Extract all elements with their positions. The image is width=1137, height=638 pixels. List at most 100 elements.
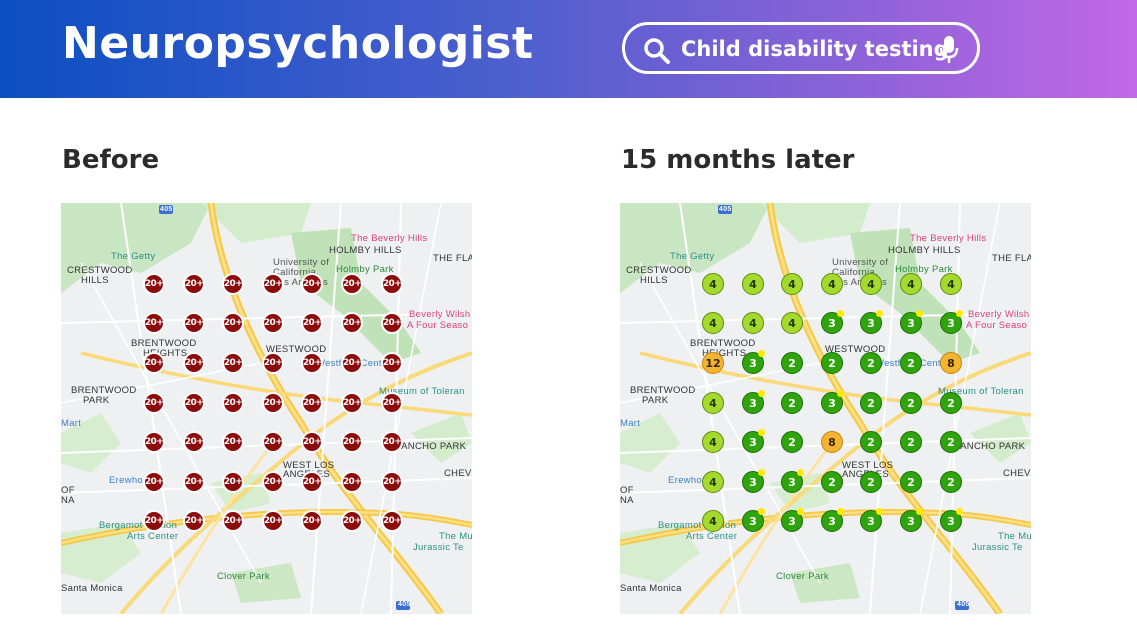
- rank-marker[interactable]: 2: [821, 352, 843, 374]
- rank-marker[interactable]: 2: [781, 431, 803, 453]
- rank-marker[interactable]: 4: [702, 312, 724, 334]
- rank-marker[interactable]: 20+: [183, 273, 205, 295]
- rank-marker[interactable]: 20+: [341, 352, 363, 374]
- rank-marker[interactable]: 20+: [301, 273, 323, 295]
- rank-marker[interactable]: 2: [900, 431, 922, 453]
- rank-marker[interactable]: 20+: [381, 312, 403, 334]
- rank-marker[interactable]: 20+: [183, 431, 205, 453]
- rank-marker[interactable]: 3: [900, 310, 923, 334]
- rank-marker[interactable]: 2: [781, 392, 803, 414]
- rank-marker[interactable]: 3: [742, 469, 765, 493]
- rank-marker[interactable]: 20+: [183, 510, 205, 532]
- rank-marker[interactable]: 12: [702, 352, 724, 374]
- rank-marker[interactable]: 20+: [222, 471, 244, 493]
- rank-marker[interactable]: 20+: [262, 312, 284, 334]
- rank-marker[interactable]: 3: [940, 310, 963, 334]
- rank-marker[interactable]: 20+: [183, 392, 205, 414]
- rank-marker[interactable]: 20+: [381, 510, 403, 532]
- rank-marker[interactable]: 20+: [341, 510, 363, 532]
- rank-marker[interactable]: 3: [742, 350, 765, 374]
- search-bar[interactable]: Child disability testing: [622, 22, 980, 74]
- rank-marker[interactable]: 20+: [381, 471, 403, 493]
- rank-marker[interactable]: 20+: [143, 273, 165, 295]
- rank-marker[interactable]: 20+: [222, 510, 244, 532]
- rank-marker[interactable]: 20+: [262, 392, 284, 414]
- rank-marker[interactable]: 3: [821, 508, 844, 532]
- rank-marker[interactable]: 2: [940, 431, 962, 453]
- rank-marker[interactable]: 3: [742, 390, 765, 414]
- rank-marker[interactable]: 2: [900, 352, 922, 374]
- rank-marker[interactable]: 4: [860, 273, 882, 295]
- rank-marker[interactable]: 20+: [341, 392, 363, 414]
- rank-marker[interactable]: 4: [900, 273, 922, 295]
- rank-marker[interactable]: 3: [900, 508, 923, 532]
- rank-marker[interactable]: 4: [702, 431, 724, 453]
- rank-marker[interactable]: 3: [860, 508, 883, 532]
- rank-marker[interactable]: 4: [742, 312, 764, 334]
- rank-marker[interactable]: 20+: [222, 431, 244, 453]
- rank-marker[interactable]: 20+: [143, 312, 165, 334]
- rank-marker[interactable]: 8: [940, 352, 962, 374]
- rank-marker[interactable]: 2: [860, 431, 882, 453]
- rank-marker[interactable]: 20+: [262, 471, 284, 493]
- rank-marker[interactable]: 20+: [341, 471, 363, 493]
- rank-marker[interactable]: 3: [940, 508, 963, 532]
- rank-marker[interactable]: 20+: [301, 510, 323, 532]
- rank-marker[interactable]: 20+: [341, 312, 363, 334]
- rank-marker[interactable]: 20+: [222, 392, 244, 414]
- rank-marker[interactable]: 3: [821, 390, 844, 414]
- rank-marker[interactable]: 20+: [301, 431, 323, 453]
- rank-marker[interactable]: 3: [781, 469, 804, 493]
- rank-marker[interactable]: 2: [940, 471, 962, 493]
- rank-marker[interactable]: 3: [860, 310, 883, 334]
- rank-marker[interactable]: 2: [860, 471, 882, 493]
- rank-marker[interactable]: 20+: [183, 352, 205, 374]
- rank-marker[interactable]: 2: [860, 352, 882, 374]
- rank-marker[interactable]: 20+: [262, 510, 284, 532]
- rank-marker[interactable]: 20+: [222, 273, 244, 295]
- rank-marker[interactable]: 2: [781, 352, 803, 374]
- rank-marker[interactable]: 20+: [143, 392, 165, 414]
- rank-marker[interactable]: 4: [742, 273, 764, 295]
- map-before[interactable]: 405 The Getty CRESTWOOD HILLS University of C…: [61, 203, 472, 614]
- rank-marker[interactable]: 4: [821, 273, 843, 295]
- rank-marker[interactable]: 20+: [143, 431, 165, 453]
- rank-marker[interactable]: 3: [742, 429, 765, 453]
- rank-marker[interactable]: 20+: [301, 352, 323, 374]
- rank-marker[interactable]: 2: [860, 392, 882, 414]
- rank-marker[interactable]: 4: [781, 312, 803, 334]
- rank-marker[interactable]: 20+: [143, 352, 165, 374]
- rank-marker[interactable]: 20+: [222, 312, 244, 334]
- rank-marker[interactable]: 2: [900, 392, 922, 414]
- rank-marker[interactable]: 20+: [381, 431, 403, 453]
- rank-marker[interactable]: 8: [821, 431, 843, 453]
- search-query[interactable]: Child disability testing: [681, 37, 949, 61]
- rank-marker[interactable]: 2: [821, 471, 843, 493]
- rank-marker[interactable]: 20+: [381, 273, 403, 295]
- rank-marker[interactable]: 4: [702, 510, 724, 532]
- rank-marker[interactable]: 20+: [183, 312, 205, 334]
- map-after[interactable]: 405 The Getty CRESTWOOD HILLS University of C…: [620, 203, 1031, 614]
- rank-marker[interactable]: 20+: [262, 431, 284, 453]
- rank-marker[interactable]: 2: [900, 471, 922, 493]
- rank-marker[interactable]: 20+: [301, 392, 323, 414]
- rank-marker[interactable]: 4: [702, 471, 724, 493]
- rank-marker[interactable]: 20+: [262, 273, 284, 295]
- rank-marker[interactable]: 3: [821, 310, 844, 334]
- rank-marker[interactable]: 20+: [381, 392, 403, 414]
- rank-marker[interactable]: 20+: [222, 352, 244, 374]
- rank-marker[interactable]: 20+: [341, 273, 363, 295]
- rank-marker[interactable]: 20+: [143, 510, 165, 532]
- rank-marker[interactable]: 4: [940, 273, 962, 295]
- rank-marker[interactable]: 4: [702, 392, 724, 414]
- rank-marker[interactable]: 20+: [301, 312, 323, 334]
- rank-marker[interactable]: 20+: [381, 352, 403, 374]
- rank-marker[interactable]: 20+: [183, 471, 205, 493]
- rank-marker[interactable]: 3: [781, 508, 804, 532]
- rank-marker[interactable]: 3: [742, 508, 765, 532]
- rank-marker[interactable]: 4: [702, 273, 724, 295]
- rank-marker[interactable]: 4: [781, 273, 803, 295]
- rank-marker[interactable]: 20+: [341, 431, 363, 453]
- microphone-icon[interactable]: [939, 35, 959, 65]
- rank-marker[interactable]: 20+: [262, 352, 284, 374]
